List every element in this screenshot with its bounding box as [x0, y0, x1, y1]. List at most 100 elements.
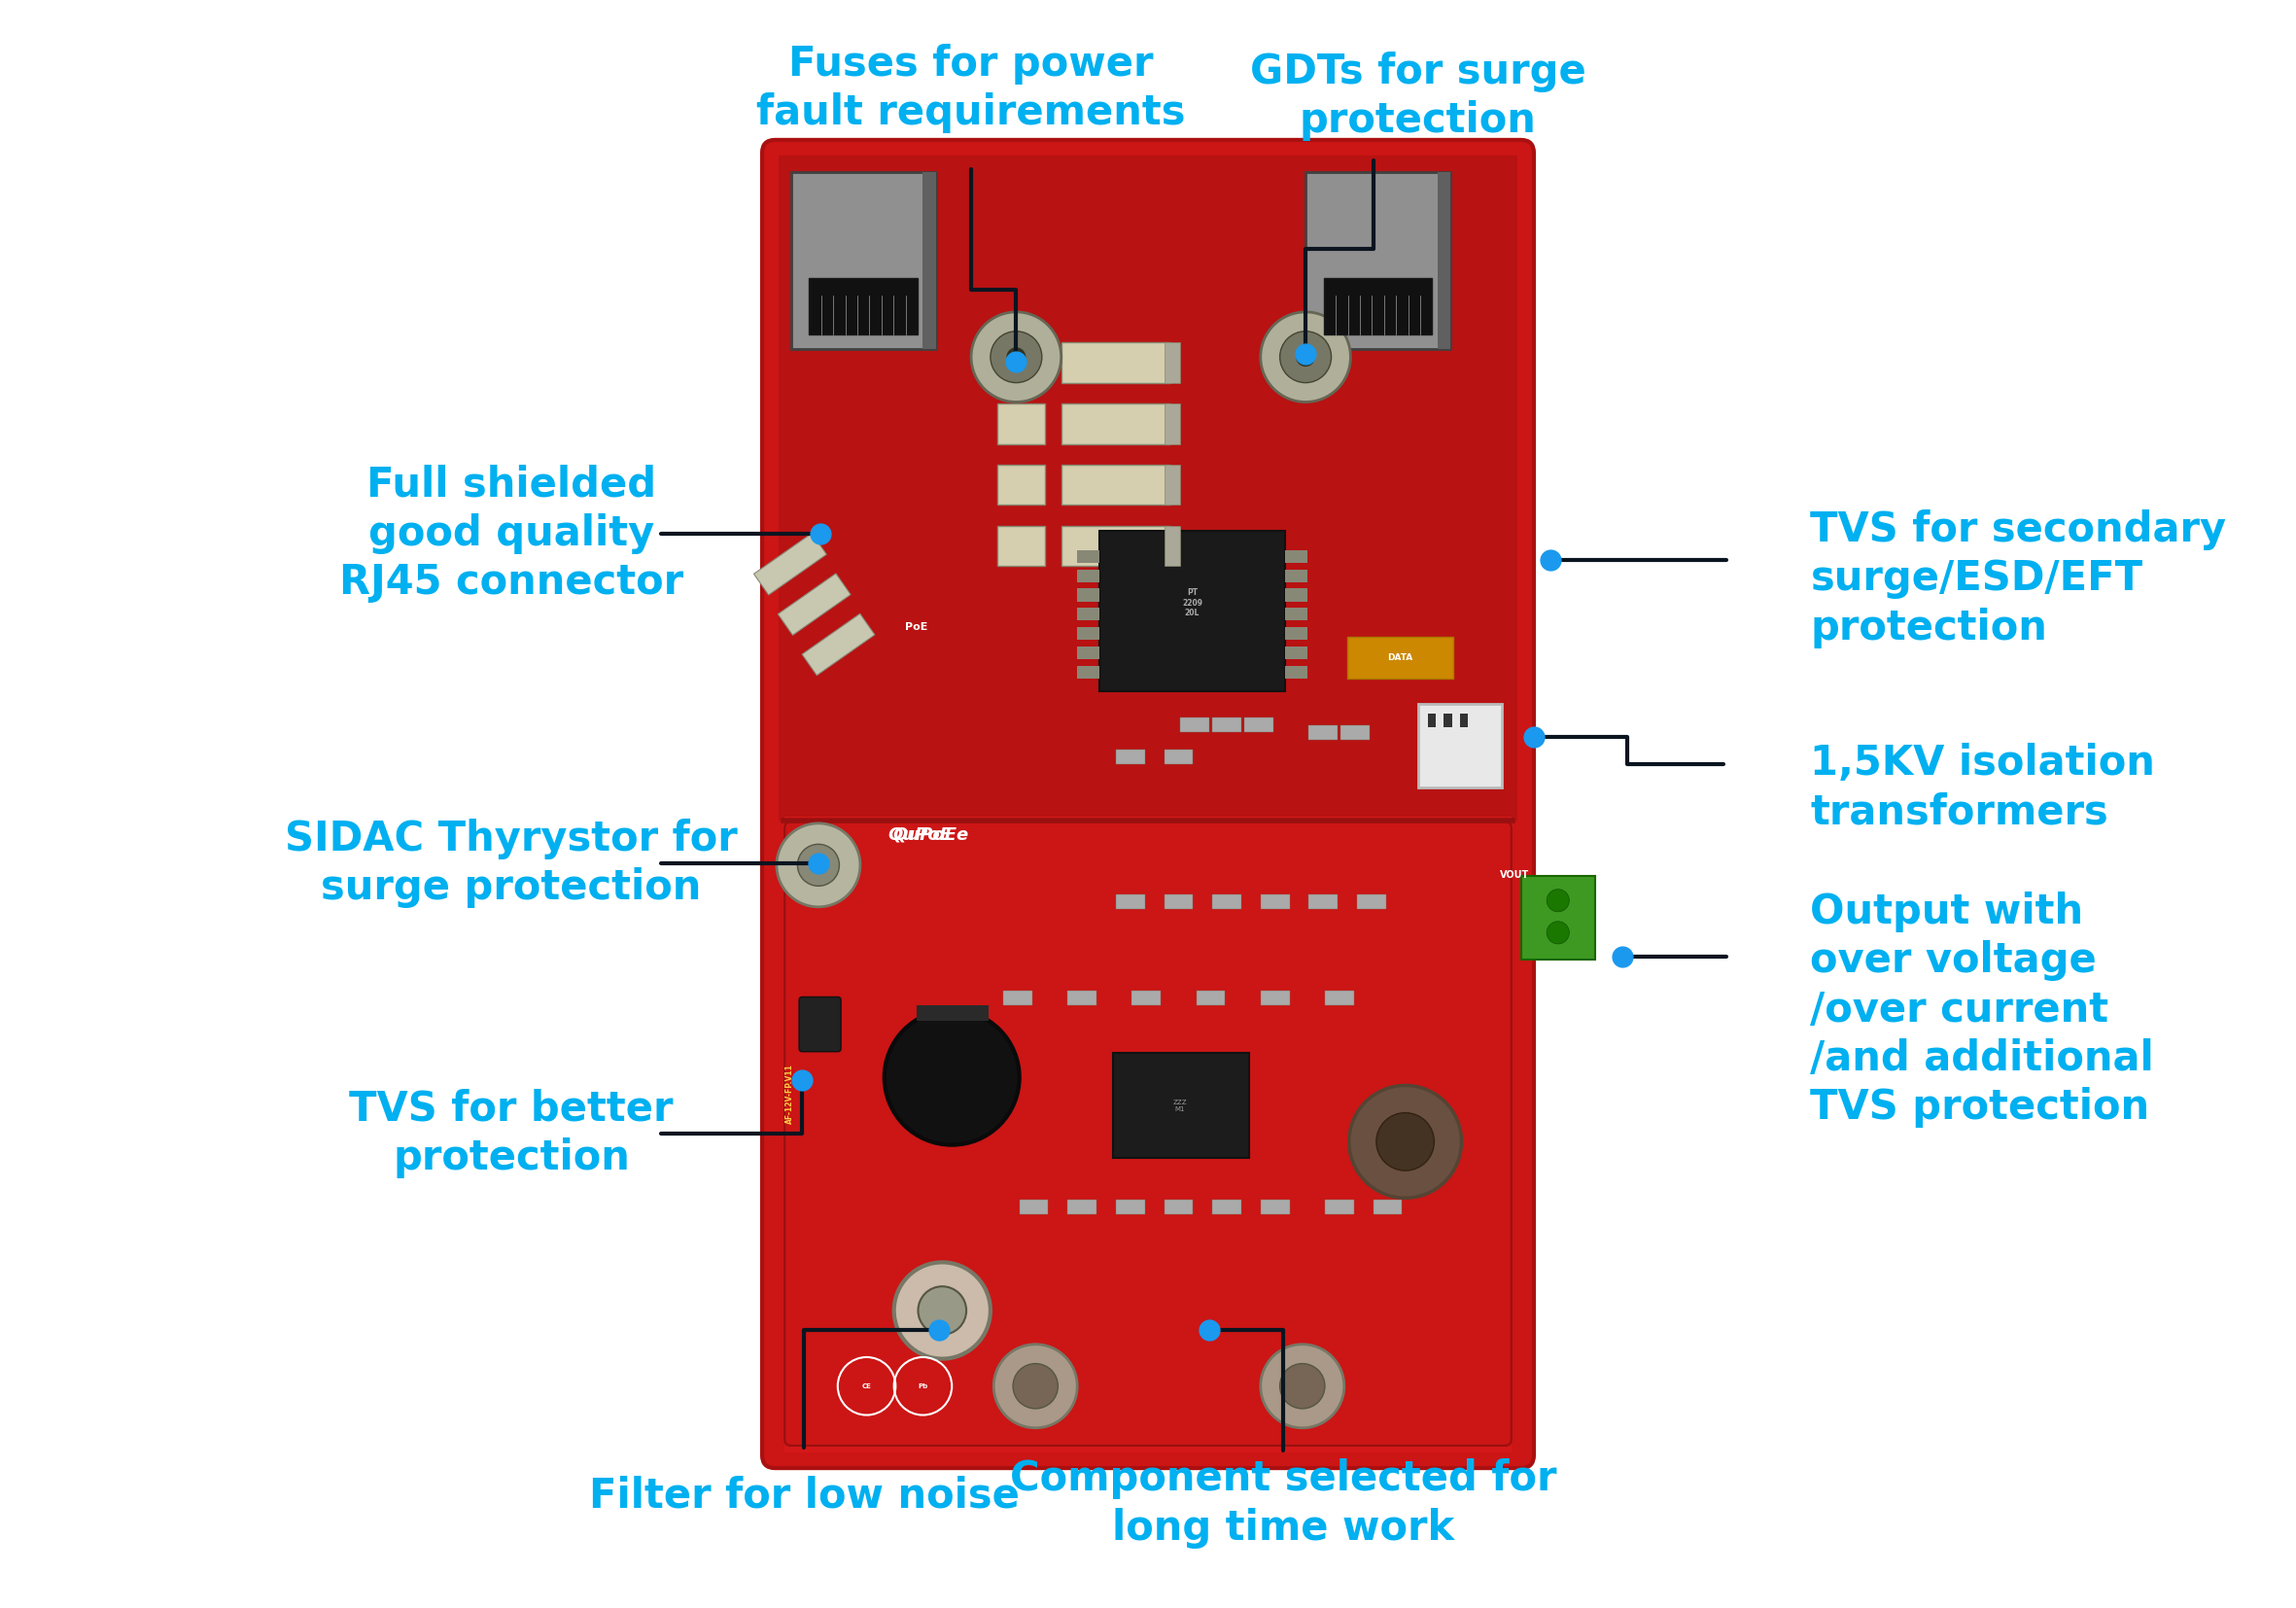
FancyBboxPatch shape — [785, 822, 1511, 1446]
Circle shape — [776, 823, 861, 907]
Bar — [1325, 1200, 1355, 1214]
Bar — [1061, 465, 1171, 505]
Bar — [1196, 991, 1226, 1005]
Bar — [1286, 550, 1306, 563]
Bar — [1068, 1200, 1097, 1214]
Bar — [1077, 569, 1100, 582]
Text: 1,5KV isolation
transformers: 1,5KV isolation transformers — [1812, 743, 2156, 833]
Bar — [801, 614, 875, 675]
Circle shape — [1261, 312, 1350, 402]
FancyBboxPatch shape — [1306, 172, 1451, 349]
Circle shape — [884, 1010, 1019, 1145]
Bar — [1164, 749, 1194, 764]
FancyBboxPatch shape — [799, 997, 840, 1052]
Bar — [1061, 404, 1171, 444]
Bar — [1212, 1200, 1242, 1214]
Bar — [1444, 714, 1451, 727]
Circle shape — [1279, 1364, 1325, 1409]
FancyBboxPatch shape — [762, 140, 1534, 1468]
Bar — [1286, 627, 1306, 640]
Bar — [1116, 894, 1146, 909]
Text: Full shielded
good quality
RJ45 connector: Full shielded good quality RJ45 connecto… — [340, 465, 684, 603]
Bar — [1286, 608, 1306, 621]
Bar — [1068, 991, 1097, 1005]
FancyBboxPatch shape — [792, 172, 937, 349]
Text: QuPoE: QuPoE — [889, 827, 953, 843]
Bar — [1261, 991, 1290, 1005]
Text: CE: CE — [861, 1383, 872, 1389]
Bar — [996, 404, 1045, 444]
Bar — [996, 343, 1045, 383]
Bar — [1286, 569, 1306, 582]
Text: Filter for low noise: Filter for low noise — [588, 1475, 1019, 1516]
Bar — [1061, 526, 1171, 566]
Bar — [1164, 526, 1180, 566]
Bar — [1164, 1200, 1194, 1214]
Text: VOUT: VOUT — [1499, 870, 1529, 880]
Text: Output with
over voltage
/over current
/and additional
TVS protection: Output with over voltage /over current /… — [1812, 892, 2154, 1127]
Bar — [1077, 627, 1100, 640]
Bar — [1286, 589, 1306, 601]
Text: DATA: DATA — [1387, 653, 1412, 662]
Circle shape — [918, 1286, 967, 1335]
Bar — [1348, 637, 1453, 679]
Circle shape — [990, 331, 1042, 383]
FancyBboxPatch shape — [785, 817, 1511, 1452]
Circle shape — [893, 1262, 990, 1359]
Circle shape — [994, 1344, 1077, 1428]
Bar — [1286, 666, 1306, 679]
Circle shape — [1548, 921, 1568, 944]
Text: QuPoEe: QuPoEe — [893, 827, 969, 843]
Bar — [1114, 1053, 1249, 1158]
Bar — [1132, 991, 1162, 1005]
Bar — [1077, 608, 1100, 621]
Bar — [1419, 704, 1502, 788]
FancyBboxPatch shape — [778, 156, 1518, 820]
Bar — [1325, 991, 1355, 1005]
Bar — [1003, 991, 1033, 1005]
Bar — [1116, 749, 1146, 764]
Bar — [1261, 1200, 1290, 1214]
Bar — [1077, 589, 1100, 601]
Bar — [1261, 894, 1290, 909]
Bar — [1077, 666, 1100, 679]
Bar — [1164, 343, 1180, 383]
Bar — [1286, 646, 1306, 659]
Bar — [1061, 343, 1171, 383]
Bar — [1428, 714, 1435, 727]
Text: PT
2209
20L: PT 2209 20L — [1182, 589, 1203, 617]
Circle shape — [1261, 1344, 1343, 1428]
Text: ZZZ
M1: ZZZ M1 — [1173, 1100, 1187, 1113]
Polygon shape — [1437, 172, 1451, 349]
Circle shape — [971, 312, 1061, 402]
Bar — [1164, 465, 1180, 505]
Bar — [1309, 894, 1339, 909]
Text: AF-12V-FP.V11: AF-12V-FP.V11 — [785, 1063, 794, 1124]
Bar — [808, 278, 918, 334]
Circle shape — [1295, 347, 1316, 367]
Bar — [1373, 1200, 1403, 1214]
Bar — [778, 574, 850, 635]
Bar — [1341, 725, 1371, 740]
Bar — [1244, 717, 1274, 732]
Text: TVS for secondary
surge/ESD/EFT
protection: TVS for secondary surge/ESD/EFT protecti… — [1812, 510, 2227, 648]
Bar — [1212, 717, 1242, 732]
Text: GDTs for surge
protection: GDTs for surge protection — [1249, 51, 1587, 142]
Bar — [996, 526, 1045, 566]
Circle shape — [1013, 1364, 1058, 1409]
Text: Pb: Pb — [918, 1383, 928, 1389]
Circle shape — [1375, 1113, 1435, 1171]
Circle shape — [1006, 347, 1026, 367]
Bar — [1019, 1200, 1049, 1214]
Text: PoE: PoE — [905, 622, 928, 632]
Bar — [1164, 894, 1194, 909]
Bar — [996, 465, 1045, 505]
Bar — [1309, 725, 1339, 740]
Bar — [1180, 717, 1210, 732]
Circle shape — [1279, 331, 1332, 383]
Bar — [1116, 1200, 1146, 1214]
Bar — [1164, 404, 1180, 444]
Bar — [1460, 714, 1467, 727]
Bar — [1077, 646, 1100, 659]
Bar — [1212, 894, 1242, 909]
